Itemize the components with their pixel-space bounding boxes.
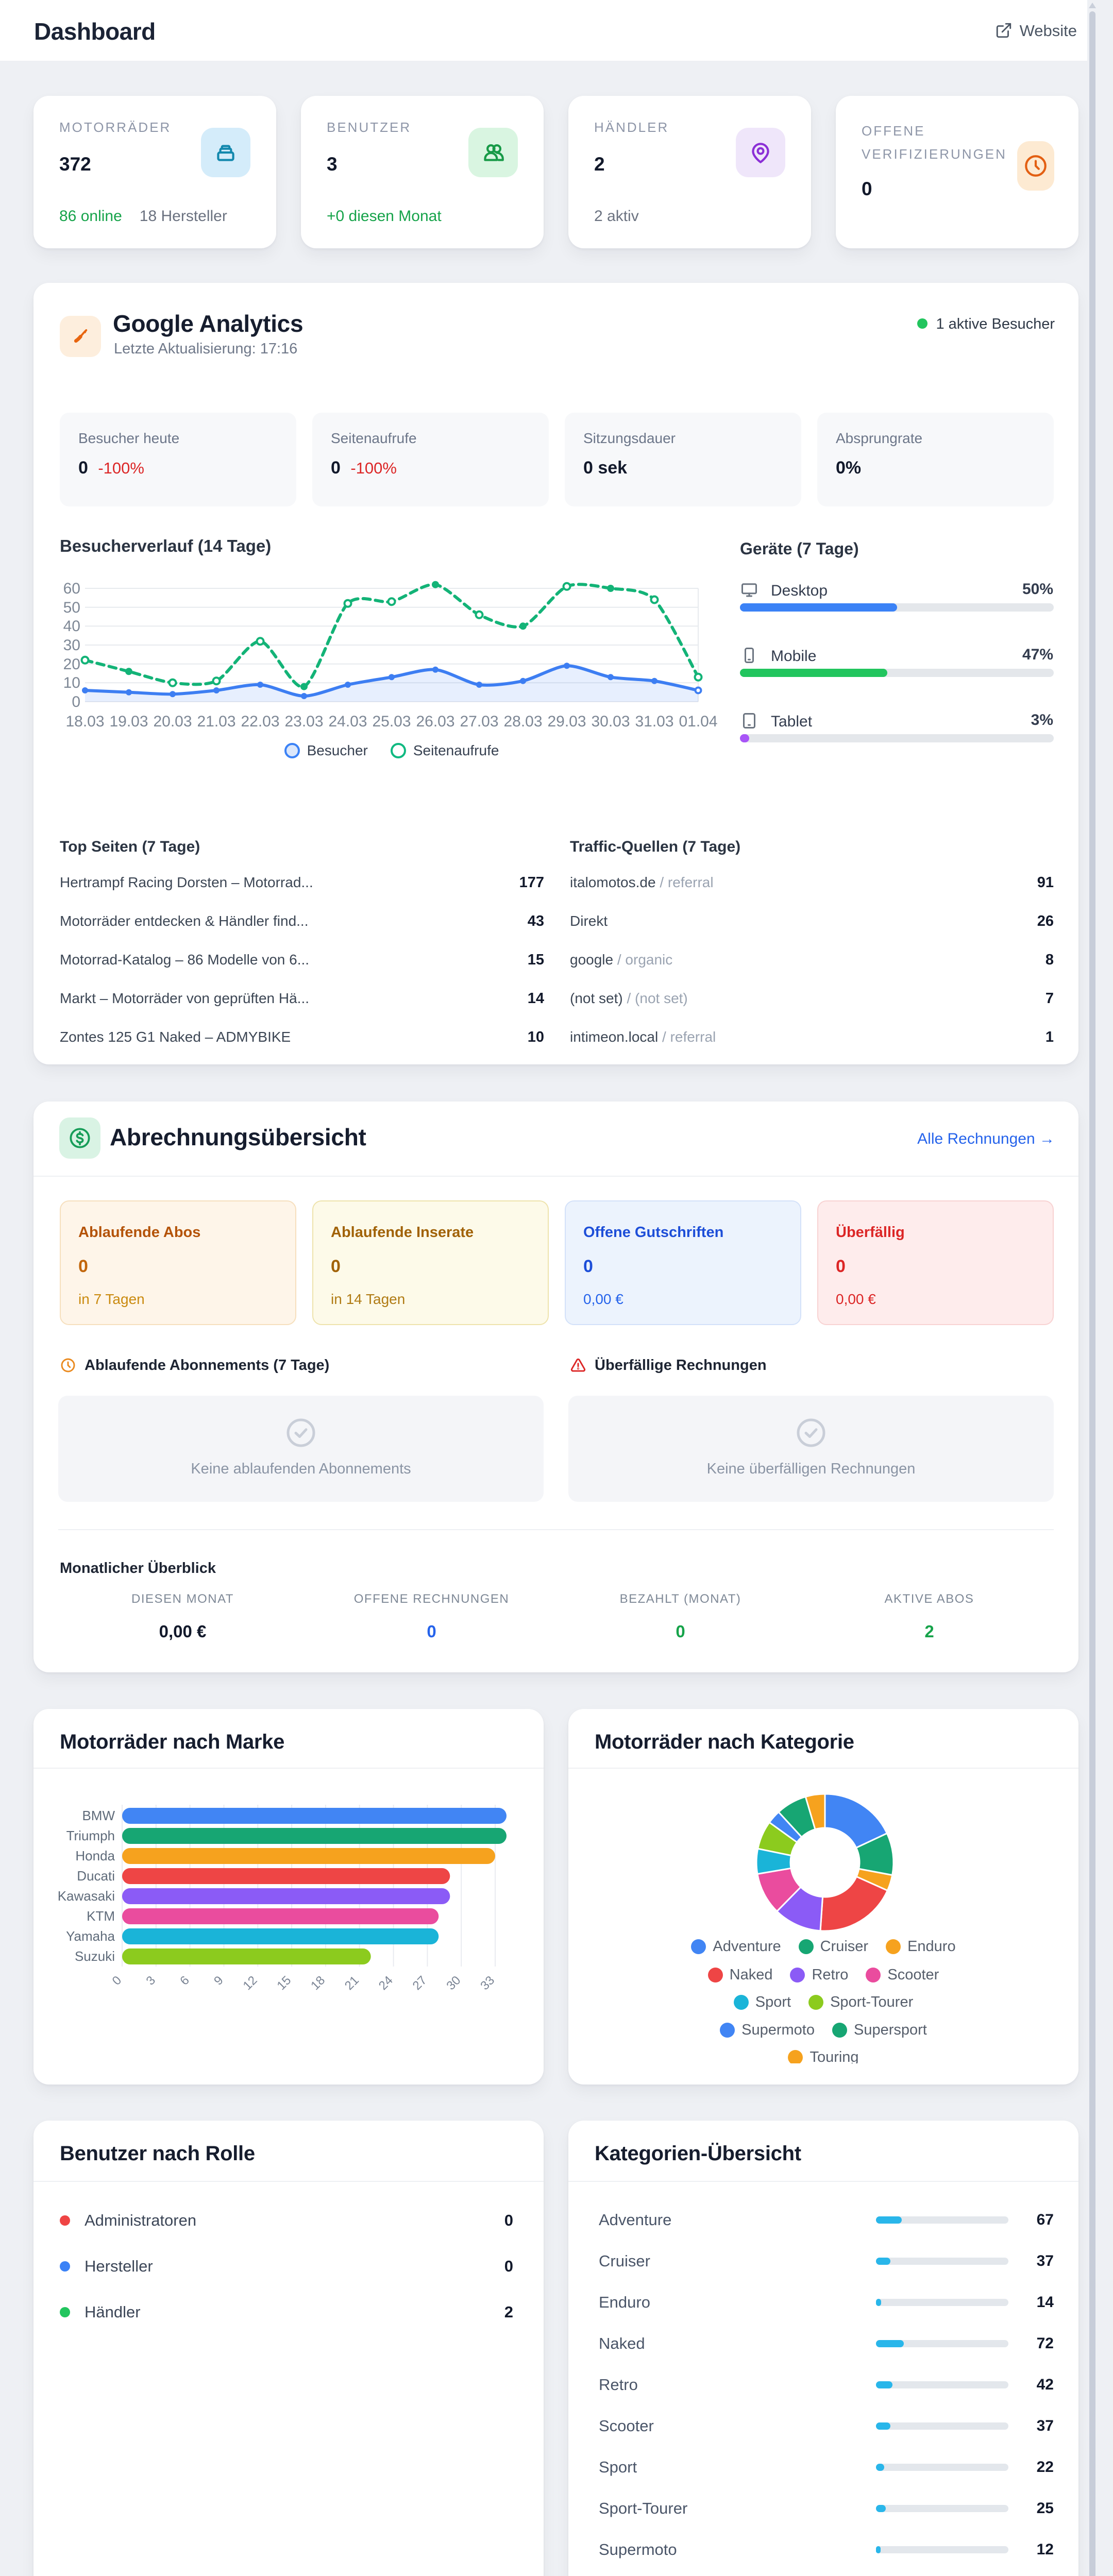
svg-text:Honda: Honda — [75, 1848, 115, 1863]
svg-text:Yamaha: Yamaha — [66, 1928, 115, 1944]
svg-text:0: 0 — [110, 1973, 125, 1988]
svg-text:30: 30 — [63, 637, 80, 654]
svg-text:27: 27 — [410, 1973, 430, 1993]
svg-text:30: 30 — [444, 1973, 463, 1993]
svg-text:18.03: 18.03 — [65, 713, 104, 730]
svg-text:23.03: 23.03 — [284, 713, 323, 730]
svg-text:0: 0 — [72, 693, 80, 710]
svg-text:24.03: 24.03 — [328, 713, 367, 730]
svg-text:15: 15 — [274, 1973, 294, 1993]
svg-text:30.03: 30.03 — [591, 713, 630, 730]
svg-text:10: 10 — [63, 674, 80, 691]
svg-text:Ducati: Ducati — [77, 1868, 115, 1884]
svg-text:27.03: 27.03 — [460, 713, 498, 730]
svg-text:20.03: 20.03 — [153, 713, 192, 730]
svg-text:21: 21 — [342, 1973, 362, 1993]
svg-text:BMW: BMW — [82, 1808, 115, 1823]
svg-text:Kawasaki: Kawasaki — [58, 1888, 115, 1904]
svg-text:20: 20 — [63, 656, 80, 673]
svg-text:26.03: 26.03 — [416, 713, 454, 730]
svg-text:01.04: 01.04 — [679, 713, 717, 730]
svg-text:60: 60 — [63, 580, 80, 597]
svg-text:22.03: 22.03 — [241, 713, 279, 730]
svg-text:40: 40 — [63, 618, 80, 635]
svg-text:24: 24 — [376, 1973, 396, 1993]
svg-text:9: 9 — [211, 1973, 226, 1988]
svg-text:31.03: 31.03 — [635, 713, 673, 730]
svg-text:3: 3 — [144, 1973, 159, 1988]
svg-text:18: 18 — [308, 1973, 328, 1993]
svg-text:21.03: 21.03 — [197, 713, 235, 730]
svg-text:28.03: 28.03 — [503, 713, 542, 730]
svg-text:33: 33 — [478, 1973, 497, 1993]
svg-text:KTM: KTM — [87, 1908, 115, 1924]
svg-text:6: 6 — [177, 1973, 192, 1988]
svg-text:25.03: 25.03 — [372, 713, 411, 730]
svg-text:Suzuki: Suzuki — [75, 1948, 115, 1964]
svg-text:29.03: 29.03 — [547, 713, 586, 730]
svg-text:50: 50 — [63, 599, 80, 616]
svg-text:12: 12 — [241, 1973, 260, 1993]
svg-text:19.03: 19.03 — [109, 713, 148, 730]
svg-text:Triumph: Triumph — [66, 1828, 115, 1843]
